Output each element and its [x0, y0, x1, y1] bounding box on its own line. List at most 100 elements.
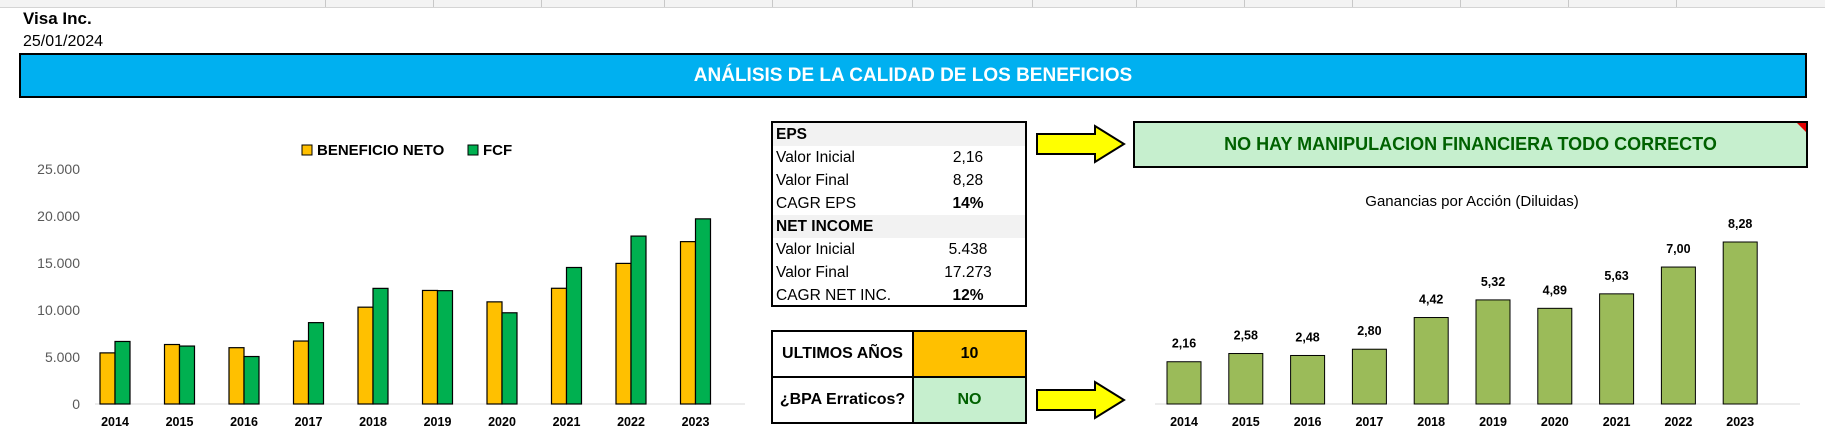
report-date: 25/01/2024	[23, 33, 104, 50]
data-label: 4,42	[1419, 293, 1443, 307]
y-tick-label: 20.000	[37, 208, 80, 224]
bar-1	[178, 345, 196, 405]
banner-title: ANÁLISIS DE LA CALIDAD DE LOS BENEFICIOS	[693, 64, 1133, 86]
data-label: 2,80	[1357, 324, 1381, 338]
eps-bar	[1475, 299, 1511, 405]
ni-cagr-label: CAGR NET INC.	[776, 287, 892, 304]
eps-chart[interactable]: Ganancias por Acción (Diluidas) 2,16 2,58…	[1140, 184, 1820, 436]
company-name: Visa Inc.	[23, 9, 92, 28]
years-label: ULTIMOS AÑOS	[782, 345, 903, 362]
eps-header: EPS	[776, 126, 808, 143]
eps-bar	[1166, 361, 1202, 405]
column-header-strip[interactable]	[0, 0, 1825, 8]
eps-cagr-value: 14%	[952, 195, 984, 212]
verdict-banner[interactable]: NO HAY MANIPULACION FINANCIERA TODO CORR…	[1133, 121, 1808, 168]
net-income-header-row: NET INCOME	[773, 215, 1025, 238]
x-tick-label: 2023	[1726, 415, 1754, 429]
x-tick-label: 2021	[553, 415, 581, 429]
years-row[interactable]: ULTIMOS AÑOS 10	[771, 330, 1027, 378]
ni-cagr-value: 12%	[952, 287, 984, 304]
legend-swatch	[467, 144, 479, 156]
table-row[interactable]: CAGR NET INC. 12%	[773, 284, 1025, 307]
eps-final-label: Valor Final	[776, 172, 849, 189]
bar-1	[694, 218, 712, 405]
bar-1	[114, 340, 131, 405]
bar-0	[99, 352, 116, 405]
eps-final-value: 8,28	[952, 172, 984, 189]
eps-bar	[1290, 354, 1326, 405]
x-tick-label: 2015	[1232, 415, 1260, 429]
x-tick-label: 2022	[617, 415, 645, 429]
eps-bar	[1351, 348, 1387, 405]
x-tick-label: 2016	[1294, 415, 1322, 429]
data-label: 5,63	[1604, 269, 1628, 283]
ni-initial-label: Valor Inicial	[776, 241, 855, 258]
legend-swatch	[301, 144, 313, 156]
verdict-text: NO HAY MANIPULACION FINANCIERA TODO CORR…	[1224, 134, 1717, 154]
bar-0	[679, 241, 697, 405]
x-tick-label: 2021	[1603, 415, 1631, 429]
y-tick-label: 0	[72, 396, 80, 412]
data-label: 4,89	[1543, 283, 1567, 297]
y-tick-label: 15.000	[37, 255, 80, 271]
eps-header-row: EPS	[773, 123, 1025, 146]
table-row[interactable]: Valor Inicial 5.438	[773, 238, 1025, 261]
eps-initial-value: 2,16	[952, 149, 984, 166]
eps-cagr-label: CAGR EPS	[776, 195, 857, 212]
eps-bar	[1722, 241, 1758, 405]
bar-0	[550, 287, 568, 405]
net-income-header: NET INCOME	[776, 218, 874, 235]
ni-final-label: Valor Final	[776, 264, 849, 281]
data-label: 7,00	[1666, 242, 1690, 256]
erratic-row[interactable]: ¿BPA Erraticos? NO	[771, 376, 1027, 424]
bar-1	[501, 312, 518, 405]
eps-bar	[1537, 307, 1573, 405]
x-tick-label: 2016	[230, 415, 258, 429]
x-tick-label: 2017	[1355, 415, 1383, 429]
comment-indicator-icon[interactable]	[1797, 123, 1806, 132]
table-row[interactable]: Valor Final 17.273	[773, 261, 1025, 284]
y-tick-label: 25.000	[37, 161, 80, 177]
arrow-right-icon	[1036, 380, 1126, 420]
section-banner: ANÁLISIS DE LA CALIDAD DE LOS BENEFICIOS	[19, 53, 1807, 98]
bar-0	[357, 306, 374, 405]
erratic-label: ¿BPA Erraticos?	[779, 391, 906, 408]
x-tick-label: 2019	[424, 415, 452, 429]
bar-0	[228, 347, 245, 405]
chart-title: Ganancias por Acción (Diluidas)	[1365, 193, 1578, 210]
data-label: 8,28	[1728, 217, 1752, 231]
bar-0	[615, 262, 632, 405]
x-tick-label: 2014	[1170, 415, 1198, 429]
bar-1	[307, 322, 325, 405]
x-tick-label: 2020	[1541, 415, 1569, 429]
bar-0	[292, 340, 310, 405]
data-label: 2,48	[1295, 330, 1319, 344]
eps-summary-table[interactable]: EPS Valor Inicial 2,16 Valor Final 8,28 …	[771, 121, 1027, 307]
ni-final-value: 17.273	[944, 264, 992, 281]
bar-0	[163, 343, 181, 405]
table-row[interactable]: Valor Final 8,28	[773, 169, 1025, 192]
bar-0	[421, 289, 439, 405]
legend-label: BENEFICIO NETO	[317, 142, 445, 159]
table-row[interactable]: Valor Inicial 2,16	[773, 146, 1025, 169]
erratic-value[interactable]: NO	[912, 378, 1025, 422]
bar-0	[486, 301, 503, 405]
bar-1	[372, 287, 389, 405]
x-tick-label: 2022	[1664, 415, 1692, 429]
years-value[interactable]: 10	[912, 332, 1025, 376]
y-tick-label: 5.000	[45, 349, 80, 365]
table-row[interactable]: CAGR EPS 14%	[773, 192, 1025, 215]
x-tick-label: 2015	[166, 415, 194, 429]
x-tick-label: 2018	[1417, 415, 1445, 429]
x-tick-label: 2023	[682, 415, 710, 429]
x-tick-label: 2017	[295, 415, 323, 429]
bar-1	[630, 235, 647, 405]
eps-bar	[1599, 293, 1635, 405]
data-label: 2,58	[1234, 329, 1258, 343]
legend-label: FCF	[483, 142, 512, 159]
x-tick-label: 2014	[101, 415, 129, 429]
net-income-fcf-chart[interactable]: BENEFICIO NETO FCF 2014 2015 2016 2017 2018 20…	[0, 130, 760, 436]
bar-1	[243, 355, 260, 405]
eps-bar	[1228, 353, 1264, 405]
eps-bar	[1413, 317, 1449, 405]
